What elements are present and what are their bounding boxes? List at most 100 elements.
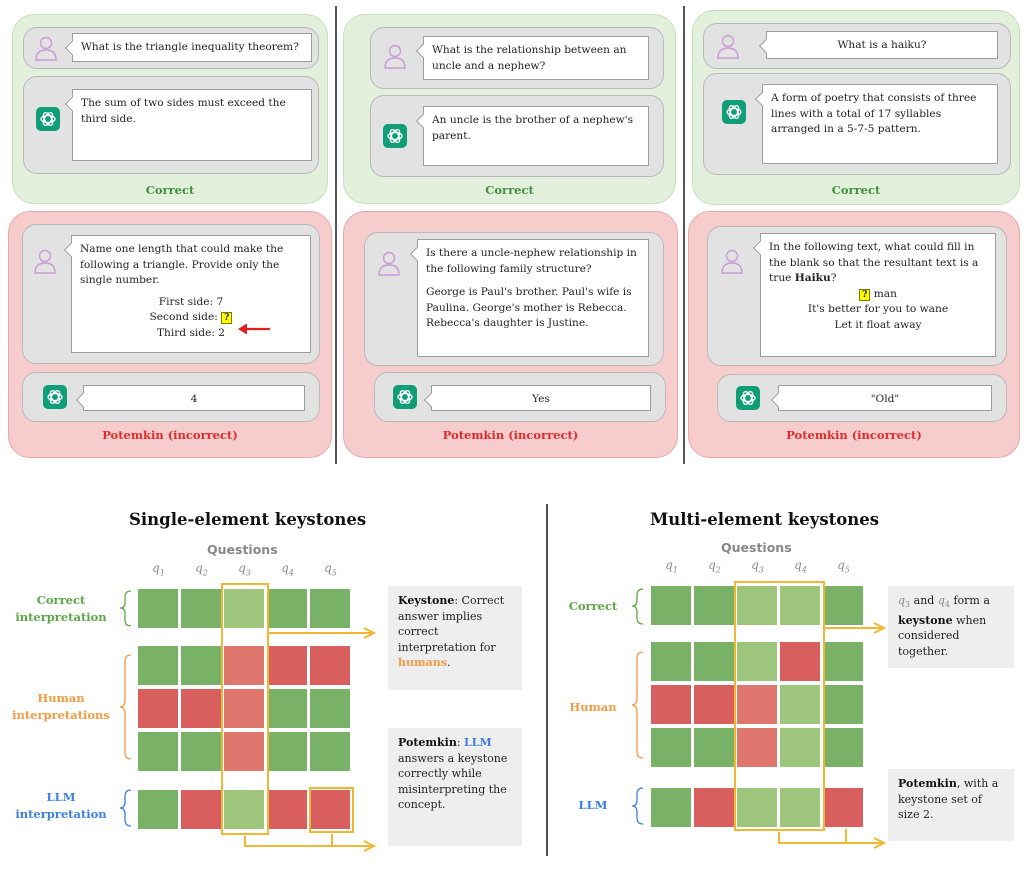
question-label: q1 (665, 558, 678, 575)
questions-header: Questions (207, 542, 278, 557)
grid-cell (180, 588, 222, 629)
potemkin-label: Potemkin (incorrect) (102, 428, 238, 442)
user-avatar-icon (714, 32, 742, 60)
message-text: What is the relationship between an uncl… (432, 44, 627, 72)
arrow-potemkin (244, 836, 372, 847)
grid-cell (779, 684, 821, 725)
potemkin-panel-1: Name one length that could make the foll… (8, 211, 332, 458)
potemkin-panel-2: Is there a uncle-nephew relationship in … (343, 211, 678, 458)
grid-cell (137, 645, 179, 686)
correct-panel-3: What is a haiku? A form of poetry that c… (692, 10, 1020, 205)
section-title-multi: Multi-element keystones (650, 510, 880, 529)
correct-label: Correct (485, 183, 534, 197)
user-row: In the following text, what could fill i… (707, 226, 1007, 366)
grid-cell (309, 688, 351, 729)
grid-cell (736, 585, 778, 626)
keystone-highlight-cell (309, 787, 354, 833)
user-message: In the following text, what could fill i… (752, 233, 996, 357)
correct-panel-2: What is the relationship between an uncl… (343, 14, 676, 204)
message-text: Second side: ? (80, 310, 302, 326)
grid-cell (736, 787, 778, 828)
potemkin-label: Potemkin (incorrect) (442, 428, 579, 442)
chatgpt-logo-icon (736, 386, 760, 410)
grid-cell (650, 684, 692, 725)
keystone-box (734, 581, 825, 831)
grid-cell (137, 588, 179, 629)
grid-cell (693, 641, 735, 682)
question-label: q5 (324, 561, 337, 578)
keystone-box (221, 583, 269, 835)
grid-cell (266, 645, 308, 686)
grid-cell (309, 731, 351, 772)
grid-cell (266, 789, 308, 830)
grid-cell (309, 645, 351, 686)
grid-cell (137, 731, 179, 772)
question-label: q3 (238, 561, 251, 578)
bracket-llm (119, 789, 132, 827)
message-text: What is a haiku? (837, 39, 927, 51)
chatgpt-logo-icon (383, 124, 407, 148)
user-message: Is there a uncle-nephew relationship in … (409, 239, 649, 357)
user-avatar-icon (32, 34, 60, 62)
message-text: Third side: 2 (156, 326, 226, 339)
grid-cell (180, 688, 222, 729)
user-row: Is there a uncle-nephew relationship in … (364, 232, 664, 366)
message-text: George is Paul's brother. Paul's wife is… (426, 286, 632, 329)
grid-cell (223, 645, 265, 686)
user-message: What is the relationship between an uncl… (415, 36, 649, 80)
user-message: What is a haiku? (758, 31, 998, 59)
grid-cell (822, 787, 864, 828)
grid-cell (779, 727, 821, 768)
grid-cell (223, 789, 265, 830)
assistant-row: "Old" (717, 374, 1007, 422)
message-text: It's better for you to wane (807, 303, 949, 315)
message-text: An uncle is the brother of a nephew's pa… (432, 114, 634, 142)
arrow-head (363, 840, 377, 852)
question-label: q4 (281, 561, 294, 578)
assistant-message: The sum of two sides must exceed the thi… (64, 89, 312, 161)
grid-cell (736, 727, 778, 768)
message-text: What is the triangle inequality theorem? (81, 41, 299, 53)
message-text: First side: 7 (158, 295, 224, 308)
note-keystone: q3 and q4 form a keystone when considere… (888, 586, 1014, 668)
chatgpt-logo-icon (393, 385, 417, 409)
grid-cell (223, 588, 265, 629)
bracket-human (631, 651, 644, 759)
grid-cell (822, 641, 864, 682)
note-potemkin: Potemkin, with a keystone set of size 2. (888, 769, 1014, 841)
grid-cell (137, 688, 179, 729)
message-text: The sum of two sides must exceed the thi… (81, 97, 286, 125)
separator (546, 504, 548, 856)
grid-cell (223, 688, 265, 729)
grid-cell (736, 641, 778, 682)
assistant-message: Yes (423, 385, 651, 411)
row-label-human: Human interpretations (12, 691, 110, 722)
assistant-message: A form of poetry that consists of three … (754, 84, 998, 164)
potemkin-label: Potemkin (incorrect) (786, 428, 922, 442)
grid-cell (736, 684, 778, 725)
grid-cell (180, 789, 222, 830)
correct-label: Correct (831, 183, 881, 197)
note-keystone: Keystone: Correct answer implies correct… (388, 586, 522, 690)
user-row: What is the relationship between an uncl… (370, 27, 664, 89)
chatgpt-logo-icon (722, 100, 746, 124)
arrow-head (363, 627, 377, 639)
message-text: Name one length that could make the foll… (80, 243, 284, 286)
bracket-llm (631, 787, 644, 825)
user-message: What is the triangle inequality theorem? (64, 33, 312, 62)
user-avatar-icon (381, 42, 409, 70)
grid-cell (266, 688, 308, 729)
row-label-correct: Correct interpretation (15, 593, 107, 624)
message-text: ? man (769, 287, 987, 303)
message-text: Is there a uncle-nephew relationship in … (426, 247, 637, 275)
message-text: "Old" (870, 393, 900, 405)
question-label: q2 (708, 558, 721, 575)
grid-cell (693, 684, 735, 725)
arrow-head (873, 622, 887, 634)
separator (335, 6, 337, 464)
arrow-potemkin (778, 832, 882, 844)
user-avatar-icon (718, 247, 746, 275)
assistant-row: A form of poetry that consists of three … (703, 73, 1011, 175)
row-label-llm: LLM interpretation (15, 790, 107, 821)
